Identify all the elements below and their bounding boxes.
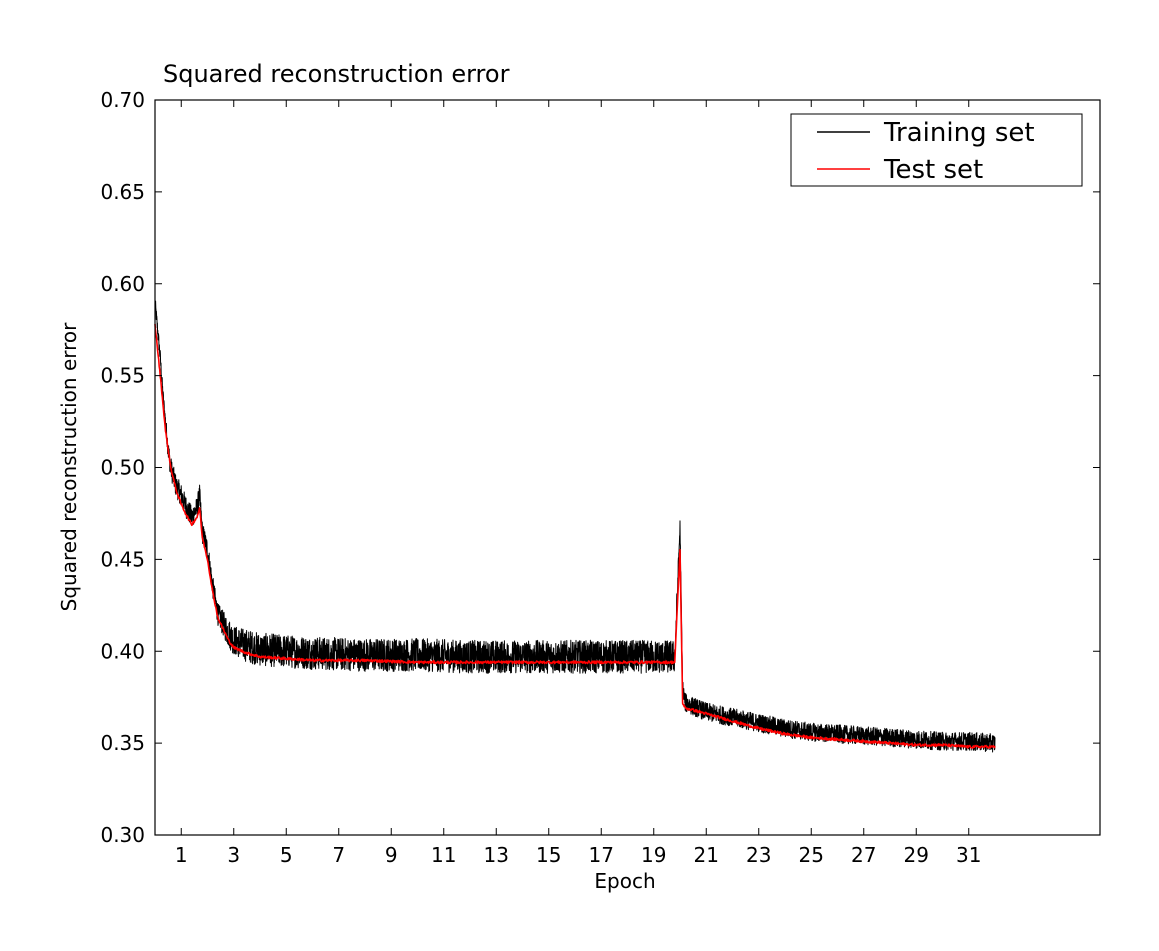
x-tick-label: 23 — [746, 843, 771, 867]
legend: Training set Test set — [790, 113, 1083, 187]
x-tick-label: 7 — [332, 843, 345, 867]
x-tick-label: 31 — [956, 843, 981, 867]
x-tick-label: 27 — [851, 843, 876, 867]
x-tick-label: 21 — [694, 843, 719, 867]
series-line-training-set — [154, 299, 996, 753]
x-tick-label: 17 — [589, 843, 614, 867]
y-axis-label: Squared reconstruction error — [57, 322, 81, 611]
x-axis: 1 3 5 7 9 11 13 15 17 19 21 23 25 27 29 31 — [175, 100, 981, 867]
x-tick-label: 13 — [484, 843, 509, 867]
series-line-test-set — [154, 323, 996, 749]
x-tick-label: 9 — [385, 843, 398, 867]
x-tick-label: 25 — [799, 843, 824, 867]
y-tick-label: 0.35 — [100, 731, 145, 755]
y-tick-label: 0.45 — [100, 547, 145, 571]
legend-label-test-set: Test set — [883, 155, 983, 185]
y-tick-label: 0.50 — [100, 456, 145, 480]
x-tick-label: 3 — [227, 843, 240, 867]
x-tick-label: 29 — [904, 843, 929, 867]
x-tick-label: 19 — [641, 843, 666, 867]
legend-label-training-set: Training set — [883, 118, 1035, 148]
y-tick-label: 0.30 — [100, 823, 145, 847]
x-tick-label: 5 — [280, 843, 293, 867]
series-layer — [154, 299, 996, 753]
x-tick-label: 11 — [431, 843, 456, 867]
x-tick-label: 15 — [536, 843, 561, 867]
y-tick-label: 0.55 — [100, 364, 145, 388]
y-axis: 0.30 0.35 0.40 0.45 0.50 0.55 0.60 0.65 0.70 — [100, 88, 1100, 847]
y-tick-label: 0.40 — [100, 639, 145, 663]
y-tick-label: 0.60 — [100, 272, 145, 296]
y-tick-label: 0.65 — [100, 180, 145, 204]
legend-box — [790, 113, 1083, 187]
x-tick-label: 1 — [175, 843, 188, 867]
x-axis-label: Epoch — [594, 869, 655, 893]
plot-area — [155, 100, 1100, 835]
chart-title: Squared reconstruction error — [163, 60, 510, 88]
y-tick-label: 0.70 — [100, 88, 145, 112]
